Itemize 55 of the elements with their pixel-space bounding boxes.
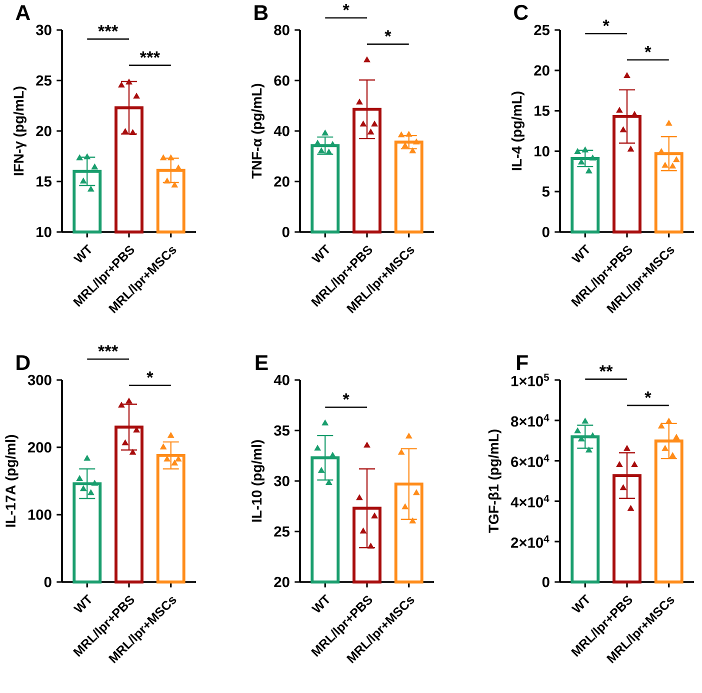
y-tick-label: 20 bbox=[274, 176, 290, 187]
text: *** bbox=[98, 345, 118, 352]
y-tick-label: 200 bbox=[28, 442, 52, 453]
chart-title: A bbox=[16, 5, 30, 20]
y-tick-label: 20 bbox=[534, 65, 550, 76]
chart-title: C bbox=[514, 4, 528, 20]
y-tick-label: 60 bbox=[274, 75, 290, 86]
bar bbox=[394, 140, 424, 234]
text: * bbox=[342, 4, 350, 10]
y-tick-label: 6×10$^{4}$ bbox=[511, 454, 550, 468]
y-tick-label: 8×10$^{4}$ bbox=[511, 414, 550, 427]
annotation: *** bbox=[140, 51, 160, 58]
y-tick-label: 30 bbox=[274, 476, 290, 486]
y-tick-label: 40 bbox=[274, 126, 290, 136]
annotation: *** bbox=[98, 25, 118, 32]
y-axis-title: IL-4 (pg/mL) bbox=[511, 92, 524, 170]
y-tick-label: 20 bbox=[36, 126, 52, 136]
annotation: * bbox=[384, 30, 392, 37]
y-tick-label: 0 bbox=[44, 576, 52, 588]
y-tick-label: 10 bbox=[36, 226, 52, 238]
y-tick-label: 25 bbox=[36, 75, 52, 86]
chart-title: B bbox=[254, 5, 268, 20]
y-tick-label: 25 bbox=[534, 24, 550, 36]
chart-title: D bbox=[16, 355, 30, 370]
y-tick-label: 0 bbox=[542, 576, 550, 588]
text: ** bbox=[599, 365, 613, 372]
chart-title: F bbox=[517, 355, 528, 370]
y-tick-label: 0 bbox=[282, 226, 290, 238]
chart-title: E bbox=[256, 355, 268, 370]
annotation: * bbox=[644, 392, 652, 398]
annotation: * bbox=[644, 46, 652, 52]
y-tick-label: 40 bbox=[274, 374, 290, 386]
y-tick-label: 15 bbox=[36, 176, 52, 187]
y-tick-label: 300 bbox=[28, 374, 52, 386]
y-axis-title: TNF-α (pg/mL) bbox=[251, 84, 264, 179]
y-axis-title: IL-17A (pg/ml) bbox=[5, 435, 18, 527]
y-tick-label: 80 bbox=[274, 24, 290, 36]
y-tick-label: 35 bbox=[274, 425, 290, 436]
y-tick-label: 10 bbox=[534, 146, 550, 156]
y-tick-label: 30 bbox=[36, 24, 52, 36]
y-tick-label: 100 bbox=[28, 509, 52, 520]
text: * bbox=[146, 371, 154, 378]
y-tick-label: 25 bbox=[274, 526, 290, 537]
y-tick-label: 0 bbox=[542, 226, 550, 238]
annotation: * bbox=[342, 393, 350, 400]
text: * bbox=[602, 20, 610, 26]
y-axis-title: IFN-γ (pg/mL) bbox=[13, 86, 26, 176]
y-tick-label: 20 bbox=[274, 576, 290, 588]
y-tick-label: 15 bbox=[534, 106, 550, 116]
y-axis-title: IL-10 (pg/ml) bbox=[251, 440, 264, 522]
y-tick-label: 5 bbox=[542, 186, 550, 197]
y-tick-label: 2×10$^{4}$ bbox=[511, 535, 550, 548]
y-tick-label: 4×10$^{4}$ bbox=[510, 494, 550, 508]
y-axis-title: TGF-β1 (pg/mL) bbox=[488, 430, 502, 533]
y-tick-label: 1×10$^{5}$ bbox=[511, 374, 549, 386]
